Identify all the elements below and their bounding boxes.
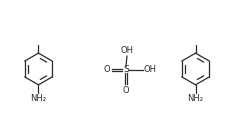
Text: O: O bbox=[123, 86, 129, 95]
Text: OH: OH bbox=[120, 46, 134, 55]
Text: S: S bbox=[123, 65, 129, 75]
Text: O: O bbox=[104, 65, 110, 75]
Text: OH: OH bbox=[144, 65, 157, 75]
Text: NH₂: NH₂ bbox=[30, 94, 46, 103]
Text: NH₂: NH₂ bbox=[188, 94, 203, 103]
